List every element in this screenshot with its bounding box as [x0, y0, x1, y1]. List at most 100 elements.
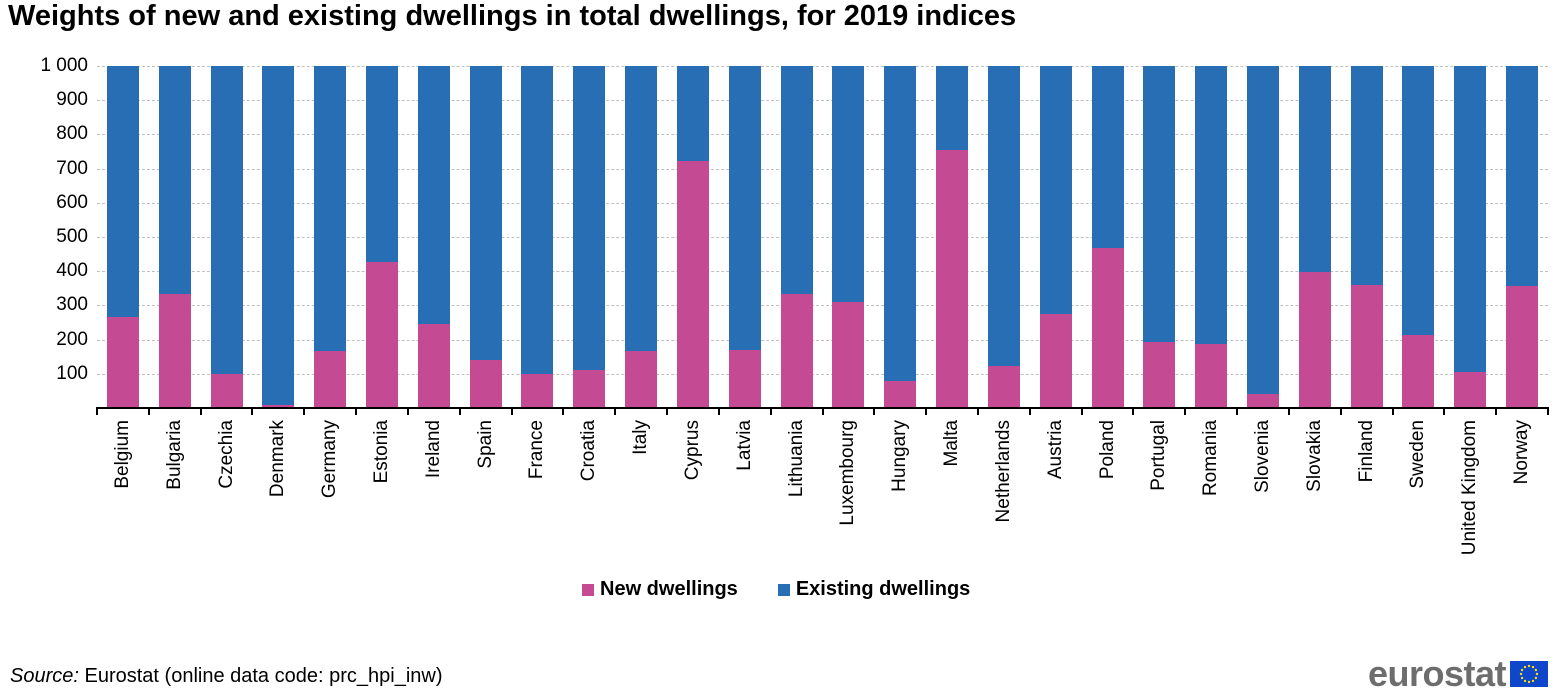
bar-segment-existing — [1454, 66, 1487, 373]
bar-portugal — [1143, 66, 1176, 408]
bar-segment-existing — [314, 66, 347, 351]
x-tick — [1547, 407, 1549, 415]
bar-segment-existing — [1039, 66, 1072, 314]
x-tick — [1391, 407, 1394, 415]
gridline — [97, 339, 1548, 341]
bar-germany — [314, 66, 347, 408]
y-tick-label: 200 — [56, 328, 88, 350]
bar-segment-new — [1350, 284, 1383, 408]
bar-segment-existing — [1143, 66, 1176, 343]
bar-segment-existing — [1506, 66, 1539, 286]
x-tick — [303, 407, 306, 415]
x-tick-label: Italy — [630, 420, 652, 455]
bar-norway — [1506, 66, 1539, 408]
gridline — [97, 100, 1548, 102]
gridline — [97, 271, 1548, 273]
x-tick — [1184, 407, 1187, 415]
bar-segment-new — [366, 262, 399, 408]
bar-hungary — [884, 66, 917, 408]
x-tick — [458, 407, 461, 415]
x-tick — [614, 407, 617, 415]
x-tick-label: Finland — [1355, 420, 1377, 483]
bar-segment-existing — [1298, 66, 1331, 272]
bar-segment-new — [1246, 393, 1279, 408]
legend-item-existing: Existing dwellings — [777, 578, 970, 601]
bar-segment-new — [521, 374, 554, 408]
gridline — [97, 373, 1548, 375]
x-tick — [147, 407, 150, 415]
x-tick-label: Germany — [319, 420, 341, 499]
bar-segment-existing — [158, 66, 191, 294]
bar-segment-new — [210, 373, 243, 408]
y-tick-label: 1 000 — [40, 55, 88, 76]
y-tick-label: 400 — [56, 260, 88, 282]
bar-italy — [625, 66, 658, 408]
bar-segment-existing — [1195, 66, 1228, 345]
bar-segment-new — [780, 294, 813, 408]
bar-bulgaria — [158, 66, 191, 408]
y-tick-label: 300 — [56, 294, 88, 316]
legend-swatch-new — [582, 583, 594, 596]
gridline — [97, 168, 1548, 170]
bar-united-kingdom — [1454, 66, 1487, 408]
bar-segment-new — [1454, 372, 1487, 408]
x-tick-label: Bulgaria — [163, 420, 185, 490]
x-tick — [1028, 407, 1031, 415]
x-tick-label: Austria — [1044, 420, 1066, 480]
bar-segment-new — [1195, 344, 1228, 408]
bar-segment-existing — [676, 66, 709, 162]
bar-poland — [1091, 66, 1124, 408]
x-tick — [1495, 407, 1498, 415]
legend-swatch-existing — [777, 583, 790, 596]
bar-croatia — [573, 66, 606, 408]
bar-finland — [1350, 66, 1383, 408]
x-tick-label: Portugal — [1148, 420, 1170, 491]
legend-label-new: New dwellings — [600, 578, 738, 600]
bar-segment-existing — [106, 66, 139, 317]
bar-segment-existing — [1091, 66, 1124, 248]
eu-flag-icon — [1510, 661, 1548, 687]
bar-segment-new — [1143, 342, 1176, 408]
x-tick-label: Romania — [1200, 420, 1222, 497]
x-tick — [1443, 407, 1446, 415]
bar-segment-existing — [1246, 66, 1279, 394]
bar-estonia — [366, 66, 399, 408]
bar-segment-new — [1091, 247, 1124, 408]
bar-slovakia — [1298, 66, 1331, 408]
bar-segment-existing — [1402, 66, 1435, 336]
bar-cyprus — [676, 66, 709, 408]
gridline — [97, 237, 1548, 238]
x-tick-label: Spain — [474, 420, 496, 469]
x-tick-label: Sweden — [1407, 420, 1429, 489]
x-tick-label: Poland — [1096, 420, 1118, 480]
bar-segment-existing — [469, 66, 502, 361]
x-tick-label: France — [526, 420, 548, 480]
x-tick — [976, 407, 979, 415]
x-tick — [666, 407, 669, 415]
x-tick — [1236, 407, 1239, 415]
bar-segment-new — [469, 360, 502, 408]
x-tick — [562, 407, 565, 415]
bar-netherlands — [987, 66, 1020, 408]
x-tick-label: Netherlands — [992, 420, 1014, 523]
source-note: Source: Eurostat (online data code: prc_… — [10, 665, 442, 688]
x-tick-label: Croatia — [578, 420, 600, 482]
bar-segment-new — [314, 350, 347, 408]
bar-segment-new — [728, 350, 761, 408]
legend: New dwellings Existing dwellings — [582, 578, 970, 601]
bar-belgium — [106, 66, 139, 408]
bar-segment-existing — [573, 66, 606, 371]
source-prefix: Source: — [10, 665, 79, 687]
x-tick — [1132, 407, 1135, 415]
y-tick-label: 100 — [56, 362, 88, 384]
x-tick — [251, 407, 254, 415]
bar-segment-existing — [366, 66, 399, 263]
bar-segment-existing — [987, 66, 1020, 367]
bar-segment-existing — [625, 66, 658, 352]
bar-segment-new — [832, 301, 865, 408]
source-text: Eurostat (online data code: prc_hpi_inw) — [78, 665, 443, 687]
x-tick — [873, 407, 876, 415]
x-tick — [717, 407, 720, 415]
bar-france — [521, 66, 554, 408]
plot-area — [97, 66, 1548, 408]
